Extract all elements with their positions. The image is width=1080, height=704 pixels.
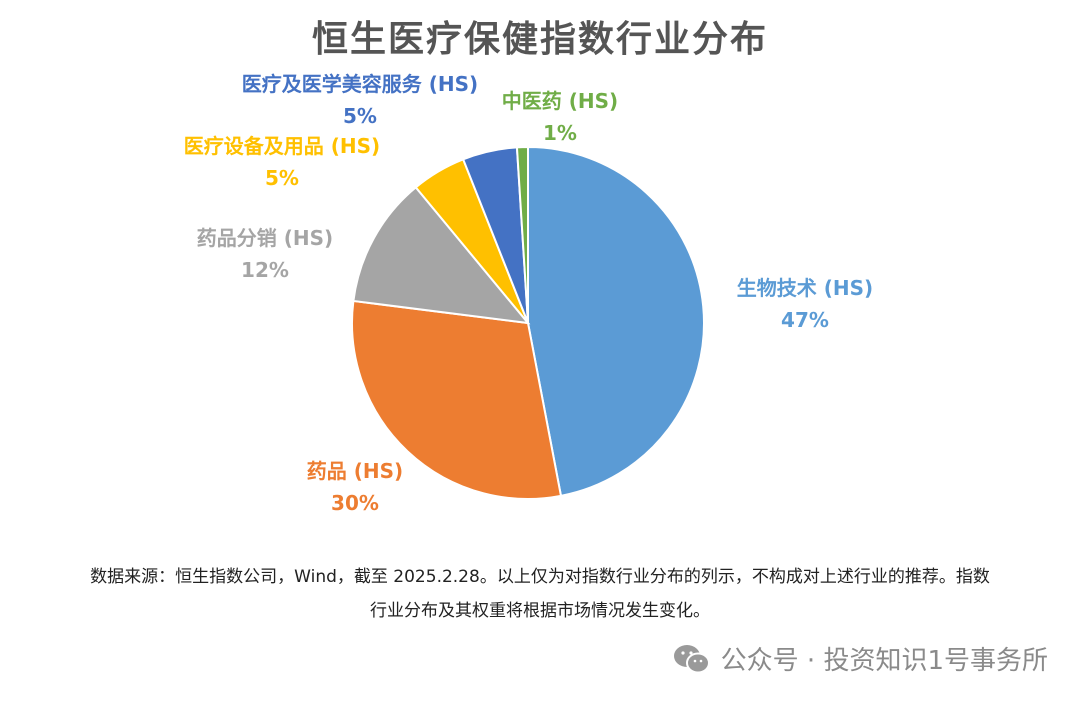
- slice-name: 药品 (HS): [306, 459, 404, 483]
- slice-name: 生物技术 (HS): [736, 276, 874, 300]
- watermark-text: 公众号 · 投资知识1号事务所: [720, 646, 1048, 676]
- pie-slice-3: [352, 185, 531, 325]
- slice-name: 医疗设备及用品 (HS): [183, 134, 381, 158]
- slice-name: 医疗及医学美容服务 (HS): [241, 72, 479, 96]
- slice-percent: 12%: [241, 258, 289, 282]
- slice-percent: 1%: [543, 121, 577, 145]
- footnote-line-1: 数据来源：恒生指数公司，Wind，截至 2025.2.28。以上仅为对指数行业分…: [90, 567, 990, 587]
- slice-percent: 5%: [265, 166, 299, 190]
- slice-label-1: 生物技术 (HS) 47%: [737, 272, 873, 336]
- footnote-line-2: 行业分布及其权重将根据市场情况发生变化。: [370, 601, 710, 621]
- wechat-icon: [673, 643, 711, 675]
- slice-percent: 30%: [331, 491, 379, 515]
- slice-percent: 47%: [781, 308, 829, 332]
- watermark: 公众号 · 投资知识1号事务所: [673, 640, 1048, 677]
- slice-name: 中医药 (HS): [501, 89, 619, 113]
- slice-label-4: 医疗设备及用品 (HS) 5%: [184, 130, 380, 194]
- pie-slice-2: [351, 299, 563, 500]
- pie-chart: [351, 145, 705, 500]
- pie-slice-1: [527, 145, 705, 498]
- slice-label-6: 中医药 (HS) 1%: [502, 85, 618, 149]
- pie-slice-6: [515, 145, 529, 324]
- slice-label-3: 药品分销 (HS) 12%: [197, 222, 333, 286]
- slice-label-2: 药品 (HS) 30%: [307, 455, 403, 519]
- slice-percent: 5%: [343, 104, 377, 128]
- chart-title: 恒生医疗保健指数行业分布: [311, 19, 768, 60]
- footnote: 数据来源：恒生指数公司，Wind，截至 2025.2.28。以上仅为对指数行业分…: [10, 560, 1070, 628]
- slice-name: 药品分销 (HS): [196, 226, 334, 250]
- slice-label-5: 医疗及医学美容服务 (HS) 5%: [242, 68, 478, 132]
